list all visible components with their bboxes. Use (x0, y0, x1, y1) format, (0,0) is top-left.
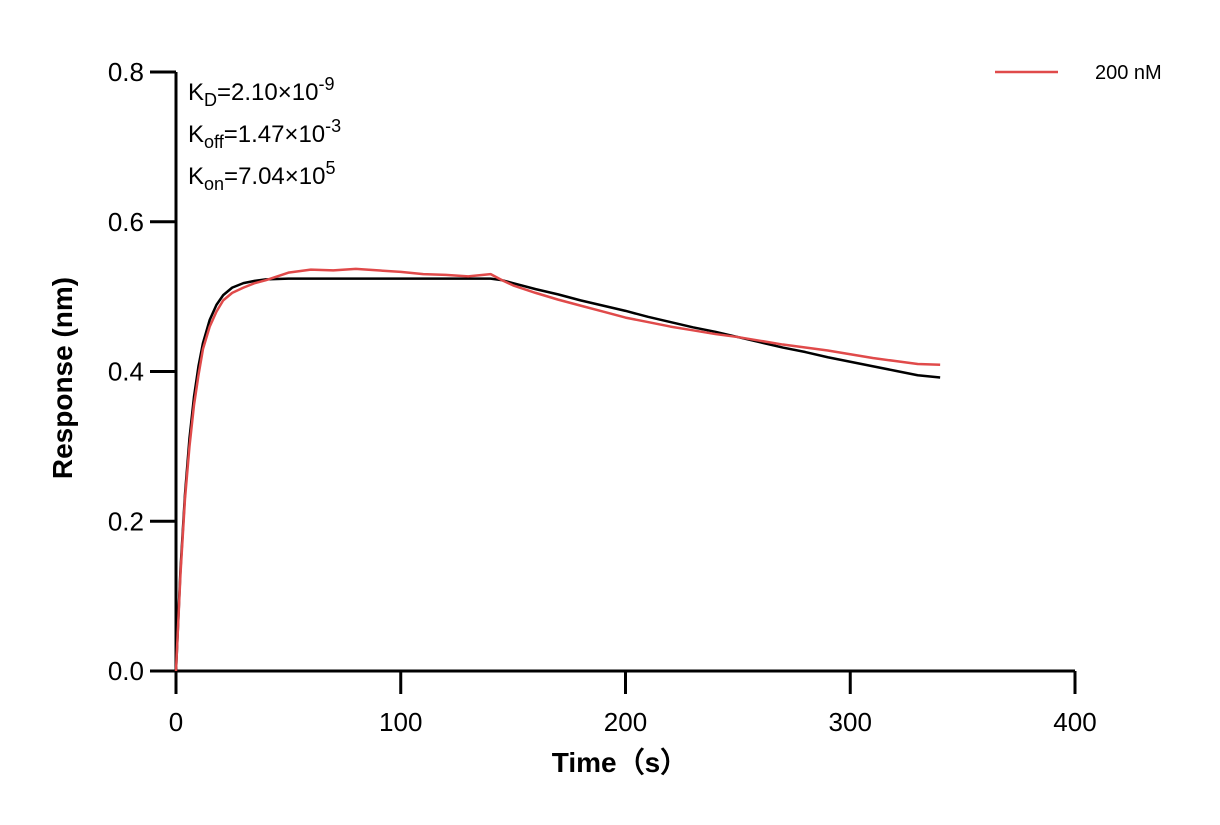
annotation-symbol: K (188, 121, 204, 148)
annotation: Kon=7.04×105 (188, 158, 336, 194)
annotation-text: =7.04×10 (224, 163, 325, 190)
y-tick-label: 0.4 (108, 357, 144, 387)
data-line (174, 277, 941, 672)
annotation: KD=2.10×10-9 (188, 74, 334, 110)
x-tick-label: 0 (169, 707, 183, 737)
annotation: Koff=1.47×10-3 (188, 116, 341, 152)
annotation-superscript: 5 (325, 158, 335, 178)
annotation-text: =1.47×10 (224, 121, 325, 148)
y-tick-label: 0.0 (108, 656, 144, 686)
x-tick-label: 400 (1053, 707, 1096, 737)
y-tick-label: 0.6 (108, 207, 144, 237)
annotation-subscript: on (204, 174, 224, 194)
legend-item: 200 nM (995, 62, 1162, 84)
annotation-text: =2.10×10 (217, 79, 318, 106)
annotation-subscript: D (204, 90, 217, 110)
data-line (174, 267, 941, 672)
y-tick-label: 0.8 (108, 57, 144, 87)
y-tick-label: 0.2 (108, 506, 144, 536)
y-axis-title: Response (nm) (47, 277, 78, 479)
annotation-subscript: off (204, 132, 225, 152)
annotation-symbol: K (188, 163, 204, 190)
legend-label: 200 nM (1095, 62, 1162, 84)
x-tick-label: 100 (379, 707, 422, 737)
annotation-superscript: -3 (325, 116, 341, 136)
x-axis-title: Time（s） (552, 746, 688, 778)
annotation-superscript: -9 (318, 74, 334, 94)
x-tick-label: 300 (829, 707, 872, 737)
x-tick-label: 200 (604, 707, 647, 737)
annotation-symbol: K (188, 79, 204, 106)
